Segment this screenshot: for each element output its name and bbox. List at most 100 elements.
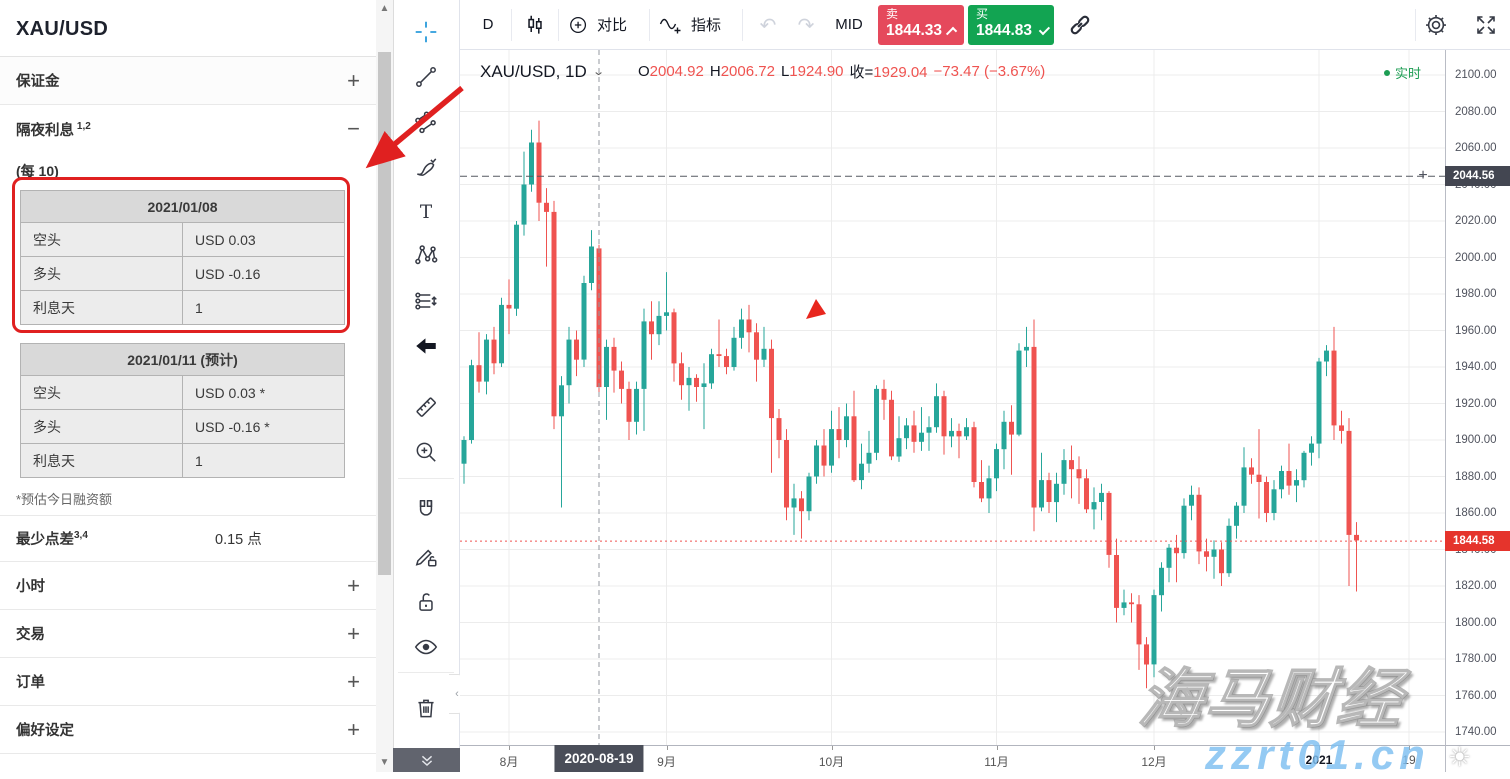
price-axis-label: 2000.00 — [1455, 251, 1497, 264]
candlestick-chart — [460, 50, 1445, 745]
magnet-mode-button[interactable] — [401, 490, 451, 530]
swap-row-label: 多头 — [20, 256, 183, 291]
min-spread-label: 最少点差3,4 — [16, 530, 88, 548]
expand-plus-icon[interactable]: + — [347, 668, 360, 694]
eye-icon — [414, 639, 438, 655]
chevron-down-icon[interactable]: ⌄ — [591, 66, 605, 78]
hide-all-button[interactable] — [401, 627, 451, 667]
interval-button[interactable]: D — [482, 16, 494, 33]
legend-symbol[interactable]: XAU/USD, 1D — [480, 61, 587, 81]
time-axis-label: 8月 — [499, 755, 519, 769]
delete-drawings-button[interactable] — [401, 688, 451, 728]
prediction-tool-button[interactable] — [401, 281, 451, 321]
price-axis-label: 1940.00 — [1455, 361, 1497, 373]
price-axis[interactable]: 2100.002080.002060.002040.002020.002000.… — [1445, 50, 1510, 745]
pattern-tool-button[interactable] — [401, 235, 451, 275]
time-axis-tick — [1409, 746, 1410, 750]
undo-button[interactable]: ↶ — [759, 12, 777, 37]
svg-text:T: T — [420, 202, 433, 223]
unlocked-padlock-icon — [419, 593, 433, 611]
buy-button[interactable]: 买 1844.83 — [968, 5, 1054, 45]
indicators-button[interactable]: 指标 — [658, 0, 721, 49]
zoom-in-tool-button[interactable] — [401, 432, 451, 472]
low-value: 1924.90 — [789, 63, 844, 80]
swap-table-date: 2021/01/08 — [20, 190, 345, 223]
ruler-icon — [416, 397, 436, 417]
price-axis-label: 2020.00 — [1455, 215, 1497, 227]
swap-row-value: USD 0.03 * — [182, 375, 345, 410]
realtime-label: 实时 — [1395, 66, 1422, 81]
price-axis-label: 2080.00 — [1455, 105, 1497, 118]
scroll-up-icon[interactable]: ▲ — [379, 3, 390, 14]
add-alert-plus-icon[interactable]: + — [1418, 167, 1428, 185]
measure-tool-button[interactable] — [401, 387, 451, 427]
toolbar-vdivider — [511, 9, 512, 41]
price-axis-label: 1820.00 — [1455, 580, 1497, 592]
price-source-button[interactable]: MID — [835, 16, 863, 33]
crosshair-tool-button[interactable] — [401, 12, 451, 52]
fib-tool-button[interactable] — [401, 102, 451, 142]
section-margin[interactable]: 保证金 + — [0, 57, 376, 105]
collapse-minus-icon[interactable]: − — [347, 116, 360, 141]
share-link-button[interactable] — [1062, 0, 1098, 49]
chart-pane[interactable] — [460, 50, 1445, 745]
sidebar-scrollbar-thumb[interactable] — [378, 52, 391, 575]
swap-footnote: *预估今日融资额 — [16, 492, 113, 507]
section-preferences[interactable]: 偏好设定 + — [0, 706, 376, 754]
section-hours[interactable]: 小时 + — [0, 562, 376, 610]
circle-plus-icon — [570, 16, 587, 33]
time-axis-label: 19 — [1402, 753, 1416, 767]
time-axis-label: 2021 — [1305, 753, 1333, 767]
section-orders-label: 订单 — [16, 675, 45, 691]
sell-button[interactable]: 卖 1844.33 — [878, 5, 964, 45]
section-trading[interactable]: 交易 + — [0, 610, 376, 658]
swap-row-value: 1 — [182, 443, 345, 478]
expand-plus-icon[interactable]: + — [347, 620, 360, 646]
price-axis-label: 1780.00 — [1455, 653, 1497, 665]
text-tool-button[interactable]: T — [401, 192, 451, 232]
lock-all-button[interactable] — [401, 582, 451, 622]
compare-button[interactable]: 对比 — [568, 0, 627, 49]
price-axis-label: 2100.00 — [1455, 69, 1497, 81]
section-orders[interactable]: 订单 + — [0, 658, 376, 706]
redo-button[interactable]: ↷ — [797, 12, 815, 37]
drawing-mode-lock-button[interactable] — [401, 536, 451, 576]
toolbar-divider — [398, 478, 454, 479]
alert-price-badge[interactable]: 2044.56 — [1445, 166, 1510, 187]
high-value: 2006.72 — [720, 63, 775, 80]
legend-ohlc: O2004.92 H2006.72 L1924.90 收=1929.04 −73… — [637, 63, 1046, 81]
chart-settings-button[interactable] — [1418, 0, 1454, 49]
divider — [0, 56, 376, 57]
trend-line-tool-button[interactable] — [401, 57, 451, 97]
expand-plus-icon[interactable]: + — [347, 572, 360, 598]
red-highlight-box — [12, 177, 350, 333]
trash-icon — [418, 699, 434, 718]
scroll-down-icon[interactable]: ▼ — [379, 757, 390, 768]
expand-plus-icon[interactable]: + — [347, 716, 360, 742]
toolbar-divider — [398, 672, 454, 673]
price-axis-label: 1900.00 — [1455, 434, 1497, 446]
indicator-wave-icon — [659, 18, 681, 33]
realtime-status: 实时 — [1384, 63, 1421, 82]
time-axis-tick — [509, 746, 510, 750]
swap-row-label: 多头 — [20, 409, 183, 444]
price-axis-label: 1880.00 — [1455, 470, 1497, 483]
chart-style-button[interactable] — [518, 0, 552, 49]
expand-plus-icon[interactable]: + — [347, 67, 360, 93]
time-axis-label: 9月 — [657, 755, 676, 769]
per-lot-note: (每 10) — [16, 163, 59, 179]
price-axis-label: 1760.00 — [1455, 689, 1497, 702]
arrow-marker-tool-button[interactable] — [401, 326, 451, 366]
buy-caret-down-icon — [1038, 23, 1051, 36]
section-swap[interactable]: 隔夜利息 1,2 − — [0, 105, 376, 153]
buy-label: 买 — [976, 7, 989, 21]
section-swap-label: 隔夜利息 1,2 — [16, 120, 91, 139]
row-min-spread: 最少点差3,4 0.15 点 — [0, 515, 376, 562]
fullscreen-button[interactable] — [1468, 0, 1504, 49]
toolbar-collapse-bar[interactable] — [393, 748, 460, 772]
sell-caret-up-icon — [945, 26, 958, 39]
brush-tool-button[interactable] — [401, 147, 451, 187]
crosshair-date-badge: 2020-08-19 — [554, 745, 644, 772]
zoom-in-icon — [416, 442, 436, 462]
toolbar-vdivider — [558, 9, 559, 41]
